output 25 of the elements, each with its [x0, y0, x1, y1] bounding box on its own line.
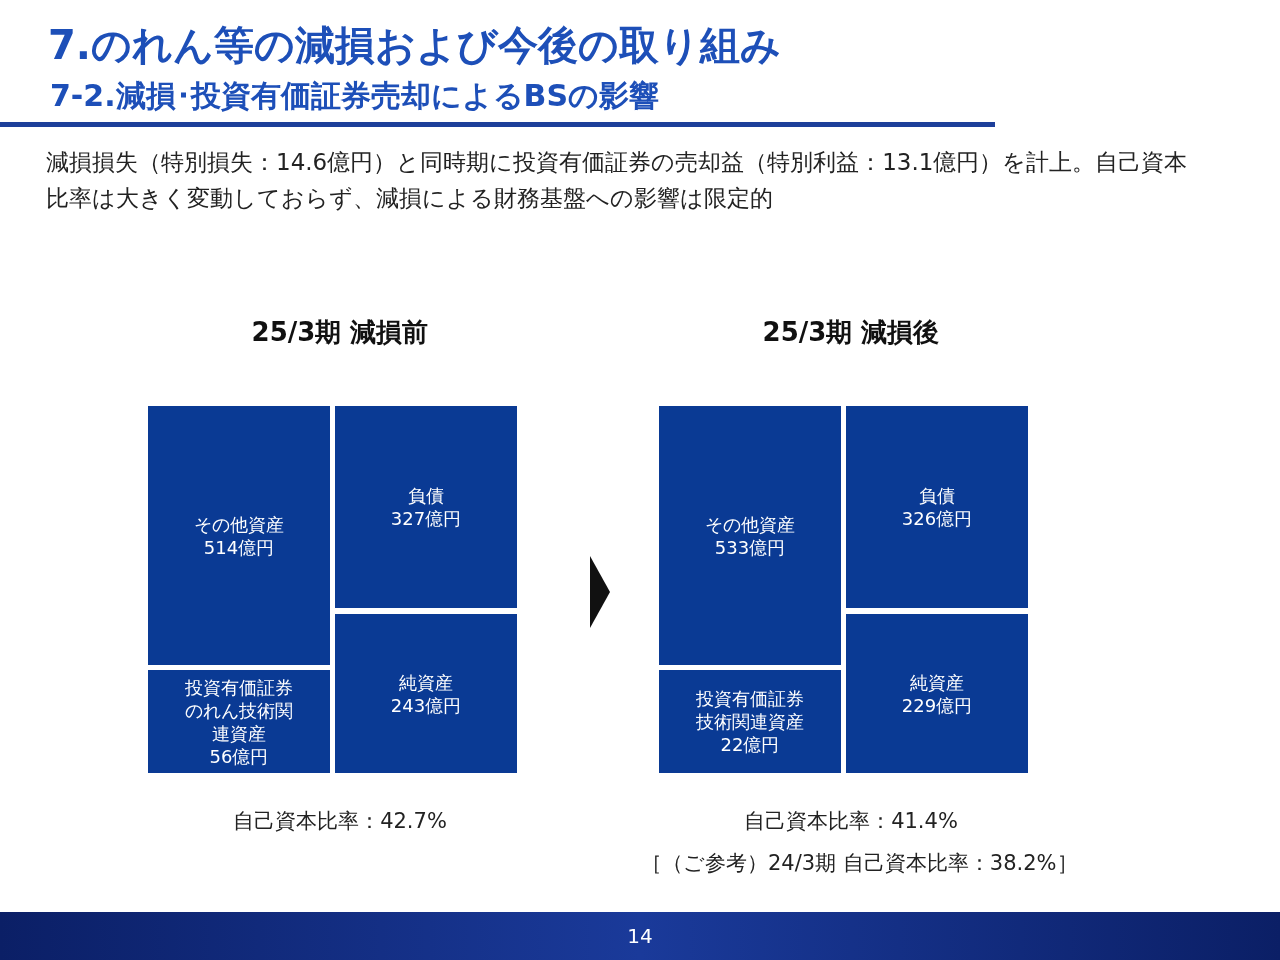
- text: 25/3期 減損前: [250, 316, 430, 349]
- text: ［（ご参考）24/3期 自己資本比率：38.2%］: [641, 850, 1078, 877]
- category-label: その他資産: [704, 512, 796, 536]
- category-label: 負債: [918, 484, 956, 507]
- data-label: 327億円: [390, 507, 462, 530]
- text: 25/3期 減損後: [761, 316, 941, 349]
- category-label: 投資有価証券技術関連資産: [695, 687, 805, 733]
- category-label: 負債: [407, 484, 445, 507]
- data-label: 533億円: [714, 535, 786, 559]
- text: 自己資本比率：41.4%: [743, 808, 959, 835]
- data-label: 229億円: [901, 693, 973, 717]
- data-label: 56億円: [209, 744, 269, 768]
- data-label: 326億円: [901, 507, 973, 530]
- data-label: 22億円: [720, 733, 780, 756]
- text: 14: [626, 924, 654, 948]
- text: 自己資本比率：42.7%: [232, 808, 448, 835]
- category-label: 純資産: [909, 670, 965, 694]
- text: 減損損失（特別損失：14.6億円）と同時期に投資有価証券の売却益（特別利益：13.1億円）を計上。自己資本比率は大きく変動しておらず、減損による財務基盤への影響は限定的: [46, 148, 1189, 213]
- category-label: 純資産: [398, 670, 454, 694]
- text: 7-2.減損･投資有価証券売却によるBSの影響: [50, 77, 660, 115]
- data-label: 514億円: [203, 535, 275, 559]
- category-label: その他資産: [193, 512, 285, 536]
- text: 7.のれん等の減損および今後の取り組み: [48, 21, 782, 70]
- data-label: 243億円: [390, 693, 462, 717]
- category-label: 投資有価証券のれん技術関連資産: [184, 675, 294, 745]
